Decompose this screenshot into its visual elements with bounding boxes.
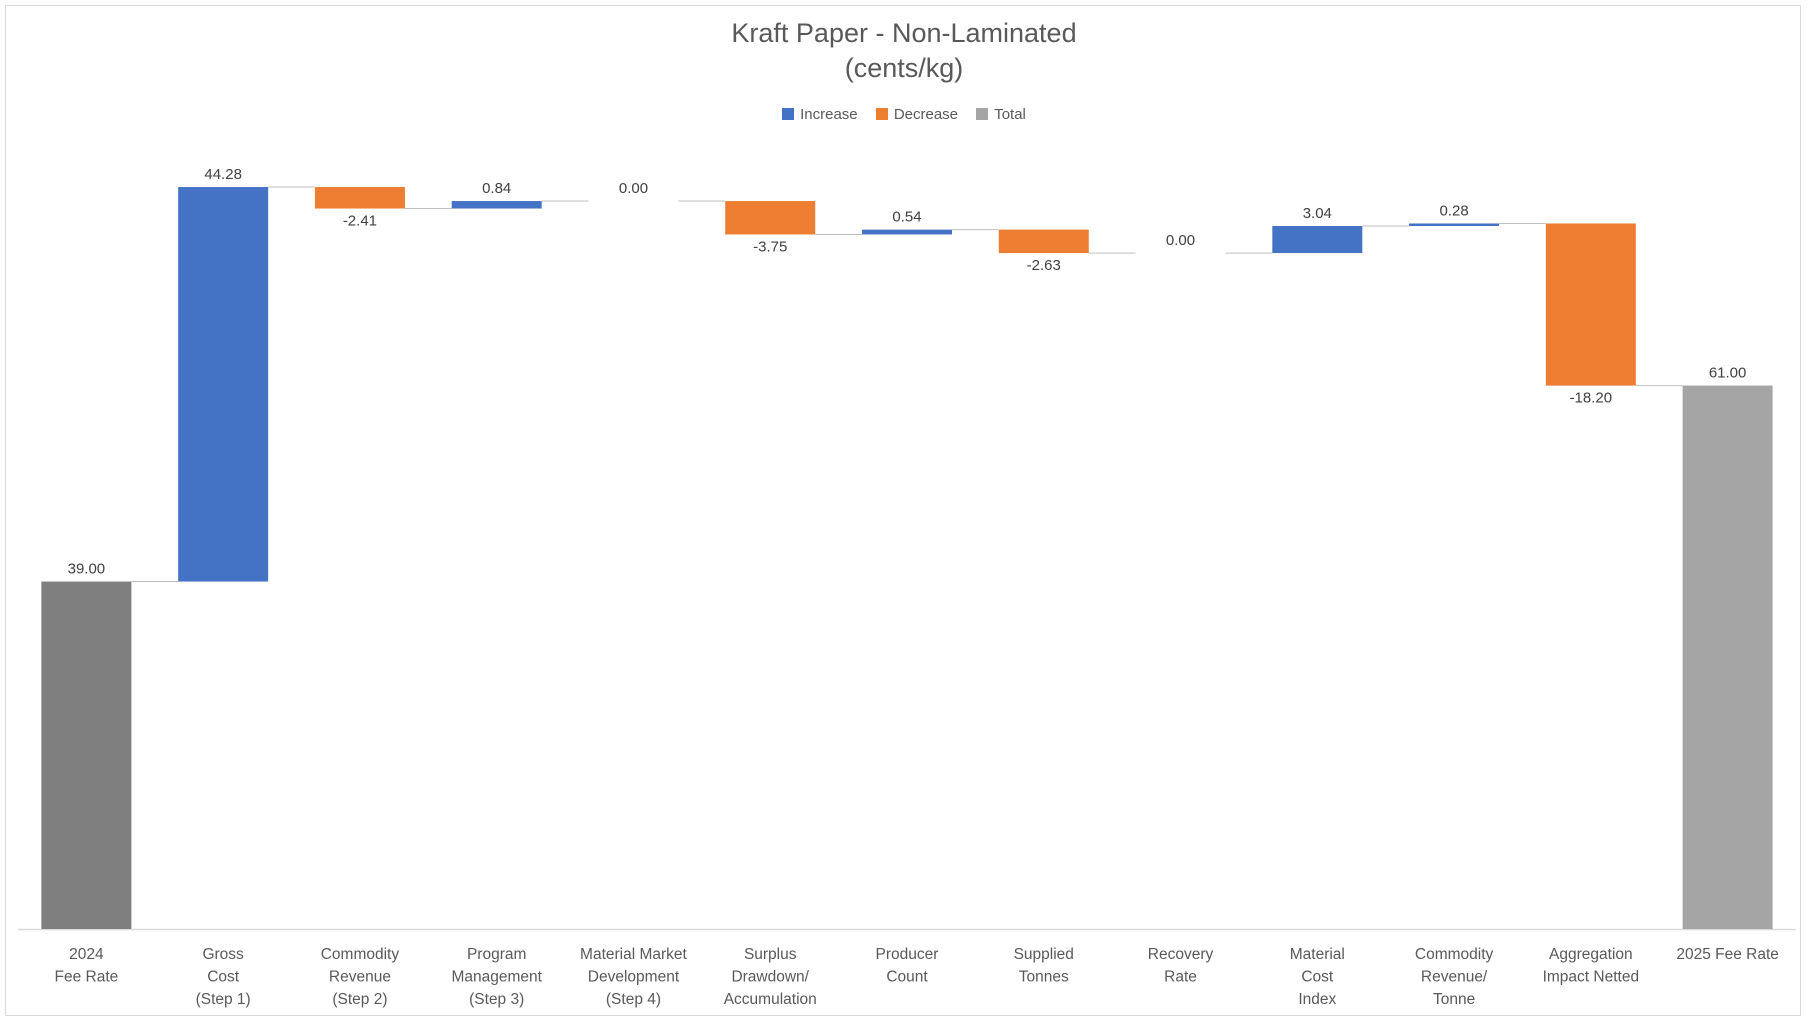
bar-3 bbox=[451, 201, 542, 209]
bar-2 bbox=[314, 187, 405, 209]
data-label-4: 0.00 bbox=[619, 180, 648, 197]
legend-label-total: Total bbox=[994, 106, 1026, 123]
x-tick-label-11-0: Aggregation bbox=[1549, 946, 1633, 963]
x-tick-label-9-0: Material bbox=[1290, 946, 1345, 963]
x-tick-label-8-0: Recovery bbox=[1148, 946, 1214, 963]
x-tick-label-0-1: Fee Rate bbox=[55, 969, 119, 986]
x-tick-label-7-1: Tonnes bbox=[1019, 969, 1069, 986]
legend-swatch-total bbox=[976, 108, 989, 120]
x-tick-label-5-0: Surplus bbox=[744, 946, 797, 963]
data-label-5: -3.75 bbox=[753, 238, 787, 255]
x-tick-label-5-1: Drawdown/ bbox=[731, 969, 809, 986]
x-tick-label-5-2: Accumulation bbox=[724, 991, 817, 1008]
data-label-7: -2.63 bbox=[1027, 257, 1061, 274]
bar-5 bbox=[725, 201, 816, 235]
data-label-2: -2.41 bbox=[343, 213, 377, 230]
legend-label-increase: Increase bbox=[800, 106, 858, 123]
bar-12 bbox=[1682, 385, 1773, 930]
x-tick-label-9-1: Cost bbox=[1301, 969, 1334, 986]
x-tick-label-3-1: Management bbox=[451, 969, 542, 986]
x-tick-label-8-1: Rate bbox=[1164, 969, 1197, 986]
data-label-8: 0.00 bbox=[1166, 232, 1195, 249]
chart-subtitle: (cents/kg) bbox=[844, 53, 964, 83]
bar-11 bbox=[1545, 223, 1636, 386]
x-tick-label-2-0: Commodity bbox=[321, 946, 400, 963]
x-tick-label-6-0: Producer bbox=[876, 946, 939, 963]
x-tick-label-2-1: Revenue bbox=[329, 969, 391, 986]
data-label-12: 61.00 bbox=[1709, 365, 1747, 382]
x-tick-label-2-2: (Step 2) bbox=[332, 991, 387, 1008]
data-label-3: 0.84 bbox=[482, 180, 511, 197]
x-tick-label-1-2: (Step 1) bbox=[196, 991, 251, 1008]
x-tick-label-12-0: 2025 Fee Rate bbox=[1676, 946, 1779, 963]
bar-0 bbox=[41, 581, 132, 929]
chart-legend: Increase Decrease Total bbox=[0, 106, 1808, 123]
legend-item-decrease: Decrease bbox=[875, 106, 959, 123]
x-tick-label-10-0: Commodity bbox=[1415, 946, 1494, 963]
x-tick-label-4-0: Material Market bbox=[580, 946, 687, 963]
data-label-0: 39.00 bbox=[68, 561, 106, 578]
bar-10 bbox=[1409, 223, 1500, 226]
bar-6 bbox=[862, 229, 952, 235]
legend-item-total: Total bbox=[976, 106, 1026, 123]
bar-9 bbox=[1272, 225, 1363, 254]
x-tick-label-10-1: Revenue/ bbox=[1421, 969, 1488, 986]
data-label-1: 44.28 bbox=[204, 166, 242, 183]
x-tick-label-3-0: Program bbox=[467, 946, 526, 963]
legend-swatch-increase bbox=[782, 108, 795, 120]
x-tick-label-10-2: Tonne bbox=[1433, 991, 1475, 1008]
x-tick-label-9-2: Index bbox=[1298, 991, 1336, 1008]
bar-1 bbox=[178, 187, 269, 582]
legend-swatch-decrease bbox=[875, 108, 888, 120]
legend-label-decrease: Decrease bbox=[893, 106, 959, 123]
x-tick-label-11-1: Impact Netted bbox=[1543, 969, 1640, 986]
chart-title-main: Kraft Paper - Non-Laminated bbox=[731, 18, 1077, 48]
x-tick-label-7-0: Supplied bbox=[1014, 946, 1074, 963]
legend-item-increase: Increase bbox=[782, 106, 858, 123]
chart-frame bbox=[5, 5, 1801, 1016]
data-label-6: 0.54 bbox=[892, 209, 921, 226]
x-tick-label-4-2: (Step 4) bbox=[606, 991, 661, 1008]
x-tick-label-1-1: Cost bbox=[207, 969, 240, 986]
data-label-9: 3.04 bbox=[1303, 205, 1332, 222]
data-label-11: -18.20 bbox=[1570, 390, 1613, 407]
x-tick-label-3-2: (Step 3) bbox=[469, 991, 524, 1008]
x-tick-label-1-0: Gross bbox=[202, 946, 244, 963]
chart-title: Kraft Paper - Non-Laminated (cents/kg) bbox=[0, 16, 1808, 86]
x-tick-label-6-1: Count bbox=[886, 969, 928, 986]
x-tick-label-0-0: 2024 bbox=[69, 946, 104, 963]
bar-7 bbox=[998, 229, 1089, 254]
x-tick-label-4-1: Development bbox=[588, 969, 680, 986]
data-label-10: 0.28 bbox=[1439, 202, 1468, 219]
